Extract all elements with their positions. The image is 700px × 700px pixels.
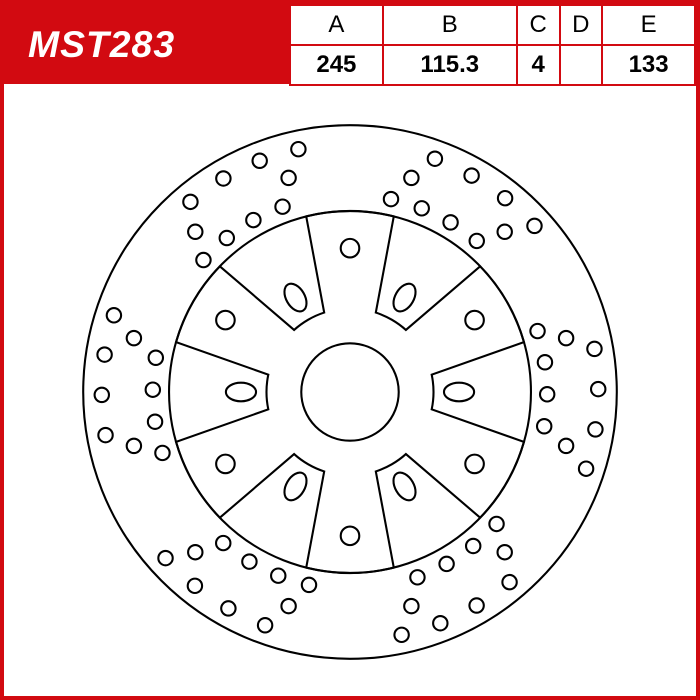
cell [560,45,603,85]
part-number-text: MST283 [28,23,175,66]
part-spec-card: MST283 A B C D E 245 115.3 4 133 [0,0,700,700]
diagram-area [4,86,696,698]
col-header: E [602,5,695,45]
spec-table: A B C D E 245 115.3 4 133 [289,4,696,86]
cell: 133 [602,45,695,85]
col-header: C [517,5,560,45]
cell: 115.3 [383,45,517,85]
table-row: A B C D E [290,5,695,45]
brake-rotor-diagram [60,102,640,682]
cell: 4 [517,45,560,85]
col-header: B [383,5,517,45]
header: MST283 A B C D E 245 115.3 4 133 [4,4,696,86]
col-header: A [290,5,383,45]
cell: 245 [290,45,383,85]
col-header: D [560,5,603,45]
table-row: 245 115.3 4 133 [290,45,695,85]
part-number-label: MST283 [4,4,289,84]
